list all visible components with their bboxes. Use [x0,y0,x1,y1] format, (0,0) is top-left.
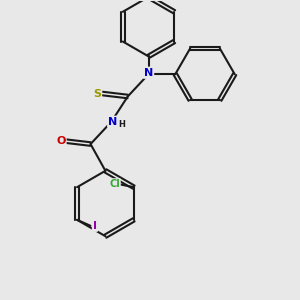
Text: S: S [93,88,101,98]
Text: N: N [108,117,118,127]
Text: N: N [144,68,153,78]
Text: Cl: Cl [109,179,120,189]
Text: I: I [93,221,97,231]
Text: H: H [118,120,125,129]
Text: O: O [56,136,65,146]
